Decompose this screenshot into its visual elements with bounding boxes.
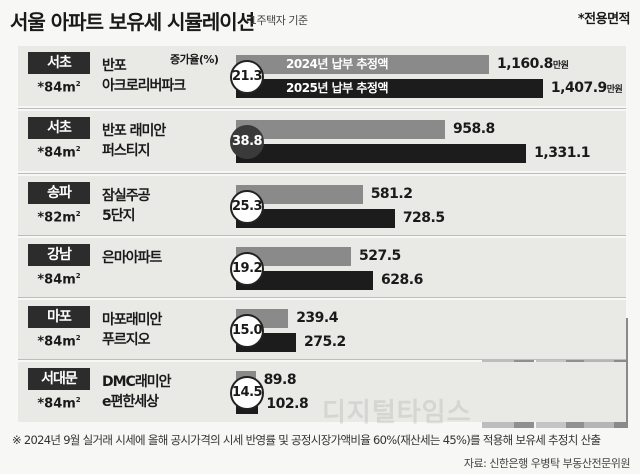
value-2025-text: 102.8 <box>266 396 309 412</box>
source: 자료: 신한은행 우병탁 부동산전문위원 <box>463 457 631 470</box>
area-label: *84m2 <box>28 145 90 160</box>
row-background <box>18 362 626 422</box>
region-label: 강남 <box>28 244 90 266</box>
row-divider <box>18 359 626 360</box>
value-2025: 102.8 <box>266 395 308 414</box>
rate-circle: 19.2 <box>230 252 264 286</box>
value-2025-text: 628.6 <box>381 272 423 288</box>
row-divider <box>18 108 626 109</box>
value-2024-text: 239.4 <box>296 310 338 326</box>
value-2025: 1,407.9만원 <box>550 79 623 100</box>
bar-2024 <box>236 120 446 139</box>
region-label: 서초 <box>28 117 90 139</box>
complex-name: 반포 아크로리버파크 <box>102 58 186 94</box>
value-2024: 1,160.8만원 <box>497 55 569 76</box>
area-label: *84m2 <box>28 272 90 287</box>
area-value: *84m <box>37 272 76 288</box>
complex-name: 은마아파트 <box>102 250 162 266</box>
area-value: *84m <box>37 80 76 96</box>
area-value: *84m <box>37 334 76 350</box>
row-divider <box>18 173 626 174</box>
area-superscript: 2 <box>75 272 81 280</box>
complex-name: 반포 래미안 퍼스티지 <box>102 123 166 159</box>
area-label: *84m2 <box>28 80 90 95</box>
area-value: *84m <box>37 145 76 161</box>
legend-2024: 2024년 납부 추정액 <box>286 57 389 71</box>
value-2025-text: 1,407.9 <box>550 80 607 96</box>
value-2024-text: 89.8 <box>263 372 297 388</box>
value-2024: 89.8 <box>264 371 297 390</box>
rate-label: 증가율(%) <box>170 53 219 66</box>
rate-circle: 38.8 <box>230 125 264 159</box>
area-superscript: 2 <box>75 396 81 404</box>
value-2024-text: 1,160.8 <box>497 56 553 72</box>
area-superscript: 2 <box>75 80 81 88</box>
row-background <box>18 300 626 360</box>
area-superscript: 2 <box>75 334 81 342</box>
value-2024: 239.4 <box>296 309 338 328</box>
complex-name: 마포래미안 푸르지오 <box>102 312 162 348</box>
footnote: ※ 2024년 9월 실거래 시세에 올해 공시가격의 시세 반영률 및 공정시… <box>12 433 601 447</box>
value-2025: 728.5 <box>403 209 445 228</box>
bar-2024 <box>236 55 490 74</box>
row-divider <box>18 297 626 298</box>
area-superscript: 2 <box>75 210 81 218</box>
bar-2024 <box>236 247 351 266</box>
rate-circle: 15.0 <box>230 314 264 348</box>
value-2025: 1,331.1 <box>534 144 590 163</box>
bar-2025 <box>236 144 527 163</box>
area-value: *82m <box>37 210 76 226</box>
bar-2025 <box>236 79 543 98</box>
value-2024: 958.8 <box>453 120 495 139</box>
region-label: 송파 <box>28 182 90 204</box>
page-subtitle: 1주택자 기준 <box>250 14 308 27</box>
watermark: 디지털타임스 <box>322 398 472 428</box>
area-label: *84m2 <box>28 334 90 349</box>
legend-2025: 2025년 납부 추정액 <box>286 81 389 95</box>
value-2025: 275.2 <box>304 333 346 352</box>
area-label: *84m2 <box>28 396 90 411</box>
row-divider <box>18 235 626 236</box>
area-superscript: 2 <box>75 145 81 153</box>
value-2024-text: 527.5 <box>358 248 401 264</box>
rate-circle: 14.5 <box>230 376 264 410</box>
bar-2025 <box>236 271 374 290</box>
unit-label: 만원 <box>606 85 623 95</box>
area-value: *84m <box>37 396 76 412</box>
bar-2024 <box>236 185 363 204</box>
value-2025: 628.6 <box>381 271 423 290</box>
rate-circle: 21.3 <box>230 60 264 94</box>
value-2025-text: 1,331.1 <box>534 145 591 161</box>
value-2024-text: 581.2 <box>370 186 413 202</box>
bar-2025 <box>236 209 395 228</box>
area-note: *전용면적 <box>577 12 631 27</box>
page-title: 서울 아파트 보유세 시뮬레이션 <box>10 10 255 34</box>
region-label: 서대문 <box>28 368 90 390</box>
region-label: 서초 <box>28 52 90 74</box>
rate-circle: 25.3 <box>230 190 264 224</box>
value-2025-text: 275.2 <box>303 334 346 350</box>
value-2024-text: 958.8 <box>453 121 495 137</box>
complex-name: DMC래미안 e편한세상 <box>102 374 171 410</box>
value-2024: 527.5 <box>359 247 401 266</box>
complex-name: 잠실주공 5단지 <box>102 188 151 224</box>
value-2025-text: 728.5 <box>402 210 445 226</box>
value-2024: 581.2 <box>371 185 413 204</box>
unit-label: 만원 <box>552 61 569 71</box>
region-label: 마포 <box>28 306 90 328</box>
area-label: *82m2 <box>28 210 90 225</box>
